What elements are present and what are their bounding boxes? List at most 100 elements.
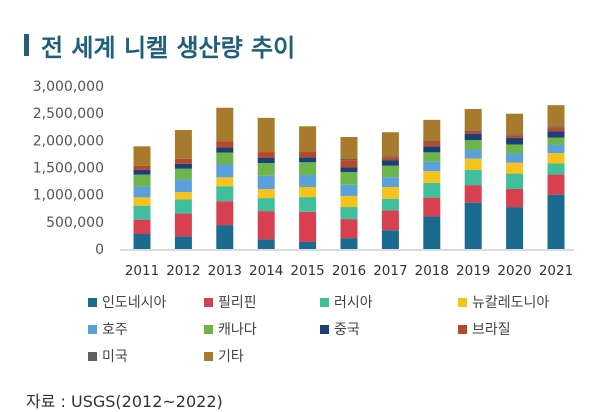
x-tick-label: 2017 <box>373 263 407 279</box>
x-tick-label: 2016 <box>332 263 366 279</box>
bar-segment <box>340 167 358 173</box>
bar-segment <box>174 179 192 193</box>
x-tick-label: 2021 <box>539 263 573 279</box>
bar-segment <box>133 174 151 187</box>
y-tick-label: 2,500,000 <box>33 106 104 122</box>
legend-item: 러시아 <box>320 292 373 312</box>
legend-item: 인도네시아 <box>88 292 166 312</box>
bar-segment <box>257 175 275 190</box>
bar-segment <box>381 210 399 231</box>
bar-segment <box>257 152 275 158</box>
bar-stack-2014 <box>257 117 275 249</box>
bar-segment <box>506 162 524 174</box>
bar-segment <box>464 130 482 131</box>
source-note: 자료 : USGS(2012~2022) <box>26 392 223 411</box>
legend-label: 미국 <box>102 349 128 365</box>
legend-item: 필리핀 <box>204 292 257 312</box>
legend-swatch <box>458 297 467 307</box>
bar-stack-2017 <box>381 132 399 249</box>
bar-segment <box>257 157 275 164</box>
legend-swatch <box>458 324 467 334</box>
x-tick-label: 2018 <box>415 263 449 279</box>
legend-item: 중국 <box>320 319 360 339</box>
bar-segment <box>299 162 317 176</box>
bar-segment <box>133 165 151 170</box>
bar-segment <box>216 147 234 153</box>
y-tick-label: 1,500,000 <box>33 161 104 177</box>
x-axis: 2011 2012 2013 2014 2015 2016 2017 2018 2019 2020… <box>125 263 573 279</box>
bar-segment <box>340 172 358 185</box>
bar-segment <box>299 151 317 158</box>
bar-segment <box>506 144 524 154</box>
bar-segment <box>299 175 317 188</box>
legend-swatch <box>204 324 213 334</box>
chart-title: 전 세계 니켈 생산량 추이 <box>41 33 296 62</box>
legend-label: 브라질 <box>472 322 511 338</box>
bar-segment <box>381 165 399 178</box>
bar-segment <box>340 184 358 196</box>
bar-segment <box>174 199 192 214</box>
bar-segment <box>506 188 524 208</box>
bar-segment <box>547 153 565 164</box>
bar-segment <box>299 187 317 198</box>
legend-label: 중국 <box>334 322 360 338</box>
bar-segment <box>299 211 317 242</box>
bar-segment <box>506 134 524 136</box>
bar-stack-2021 <box>547 105 565 249</box>
y-axis: 0 500,000 1,000,000 1,500,000 2,000,000 2,500… <box>33 79 104 258</box>
bar-segment <box>299 157 317 163</box>
bar-segment <box>381 230 399 249</box>
bar-segment <box>216 152 234 165</box>
bar-stack-2020 <box>506 113 524 249</box>
bar-segment <box>547 126 565 128</box>
bar-segment <box>216 225 234 249</box>
bar-segment <box>340 137 358 160</box>
legend-label: 인도네시아 <box>102 295 167 311</box>
bar-segment <box>174 163 192 169</box>
bar-segment <box>547 194 565 249</box>
bar-segment <box>423 119 441 142</box>
bar-segment <box>340 160 358 168</box>
bar-segment <box>133 197 151 206</box>
bar-stack-2019 <box>464 108 482 249</box>
bars <box>133 105 565 249</box>
x-tick-label: 2020 <box>497 263 531 279</box>
bar-segment <box>423 161 441 172</box>
legend-swatch <box>204 351 213 361</box>
bar-segment <box>216 141 234 148</box>
bar-segment <box>133 219 151 235</box>
bar-segment <box>423 216 441 249</box>
bar-segment <box>423 141 441 143</box>
bar-segment <box>174 168 192 180</box>
y-tick-label: 2,000,000 <box>33 133 104 149</box>
bar-segment <box>423 152 441 162</box>
bar-segment <box>547 137 565 145</box>
legend-swatch <box>88 297 97 307</box>
legend-label: 러시아 <box>334 295 373 311</box>
bar-segment <box>547 127 565 132</box>
bar-segment <box>133 169 151 175</box>
bar-segment <box>381 132 399 157</box>
bar-stack-2012 <box>174 130 192 249</box>
bar-segment <box>547 163 565 175</box>
x-tick-label: 2012 <box>166 263 200 279</box>
bar-segment <box>423 182 441 198</box>
bar-segment <box>216 164 234 178</box>
legend-swatch <box>88 324 97 334</box>
legend-item: 기타 <box>204 346 244 366</box>
bar-segment <box>133 234 151 249</box>
bar-segment <box>547 144 565 154</box>
x-tick-label: 2013 <box>208 263 242 279</box>
bar-segment <box>174 236 192 249</box>
title-block: 전 세계 니켈 생산량 추이 <box>24 30 296 62</box>
bar-segment <box>340 159 358 161</box>
bar-segment <box>464 202 482 249</box>
legend-swatch <box>88 351 97 361</box>
bar-segment <box>299 241 317 249</box>
bar-segment <box>381 156 399 158</box>
legend-swatch <box>204 297 213 307</box>
bar-segment <box>423 146 441 153</box>
bar-segment <box>340 195 358 208</box>
y-tick-label: 0 <box>95 242 104 258</box>
y-tick-label: 3,000,000 <box>33 79 104 95</box>
